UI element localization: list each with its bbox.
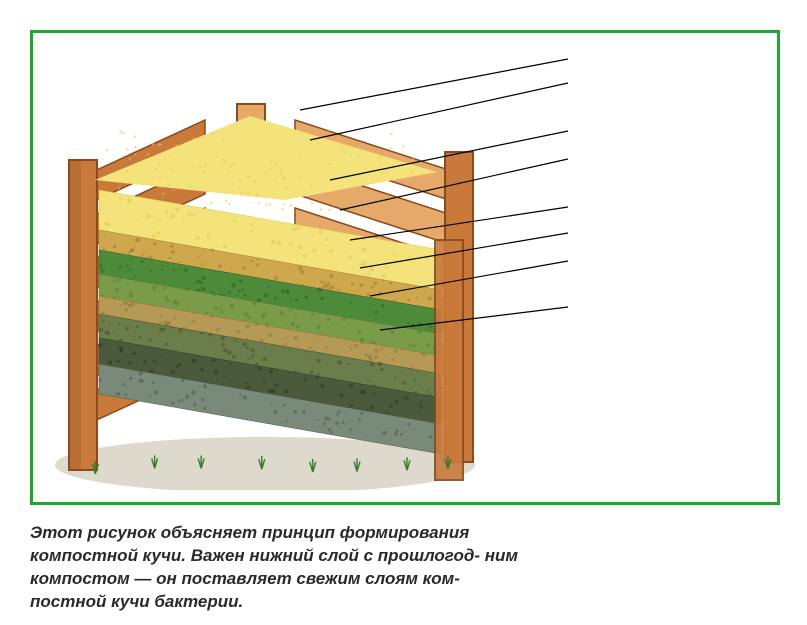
caption-text: Этот рисунок объясняет принцип формирова…: [30, 522, 540, 614]
compost-bin-diagram: [55, 70, 475, 490]
